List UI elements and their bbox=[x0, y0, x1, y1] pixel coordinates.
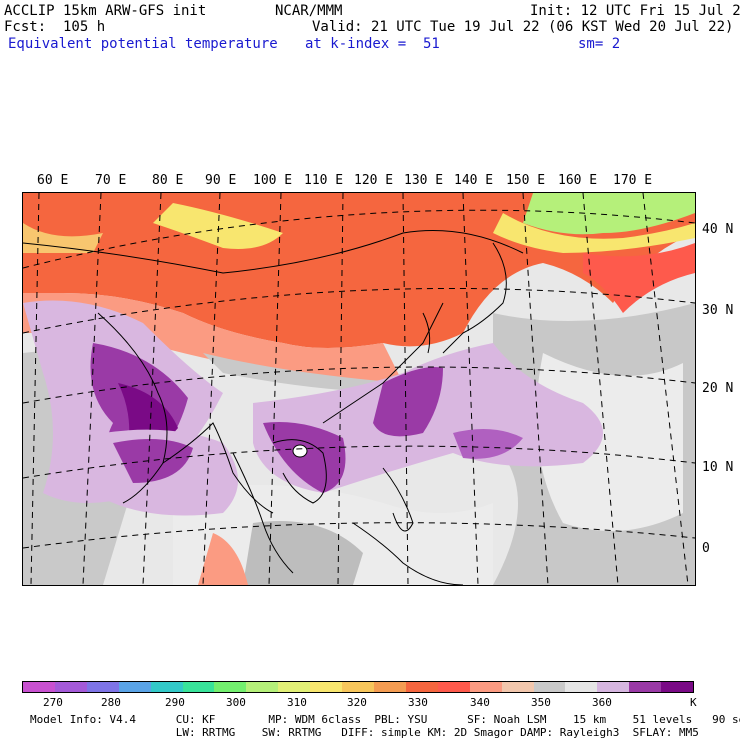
china-coast bbox=[322, 302, 444, 424]
org-label: NCAR/MMM bbox=[275, 3, 343, 19]
colorbar-tick-label: 290 bbox=[165, 696, 185, 709]
colorbar-tick-label: 360 bbox=[592, 696, 612, 709]
field-name: Equivalent potential temperature bbox=[8, 36, 278, 52]
malay-coast bbox=[232, 452, 294, 574]
lon-label: 130 E bbox=[404, 173, 444, 188]
green-region-ne bbox=[523, 193, 695, 235]
lat-label: 0 bbox=[702, 541, 710, 556]
colorbar-swatch bbox=[469, 682, 502, 692]
colorbar-swatch bbox=[437, 682, 470, 692]
colorbar bbox=[22, 681, 694, 693]
level-label: at k-index = 51 bbox=[305, 36, 440, 52]
lat-label: 40 N bbox=[702, 222, 734, 237]
lat-label: 30 N bbox=[702, 303, 734, 318]
lon-label: 170 E bbox=[613, 173, 653, 188]
colorbar-tick-label: 320 bbox=[347, 696, 367, 709]
smoothing-label: sm= 2 bbox=[578, 36, 621, 52]
colorbar-swatch bbox=[86, 682, 119, 692]
lat-label: 10 N bbox=[702, 460, 734, 475]
lat-label: 20 N bbox=[702, 381, 734, 396]
red-band-japan bbox=[583, 243, 695, 313]
lon-label: 140 E bbox=[454, 173, 494, 188]
colorbar-swatch bbox=[23, 682, 55, 692]
lon-label: 100 E bbox=[253, 173, 293, 188]
colorbar-swatch bbox=[373, 682, 406, 692]
japan-coast bbox=[442, 242, 507, 354]
purple-region-bay bbox=[113, 439, 193, 483]
colorbar-swatch bbox=[182, 682, 215, 692]
colorbar-tick-label: 310 bbox=[287, 696, 307, 709]
india-coast bbox=[97, 312, 168, 504]
salmon-region-south bbox=[198, 533, 248, 585]
lightgray-region-east bbox=[536, 353, 683, 531]
colorbar-swatch bbox=[629, 682, 662, 692]
darkgray-region-south bbox=[243, 521, 363, 585]
coastlines bbox=[23, 230, 524, 585]
purple-region-indochina bbox=[263, 422, 346, 493]
borneo-coast bbox=[352, 522, 464, 585]
yellow-region-ne bbox=[493, 213, 695, 253]
lon-label: 80 E bbox=[152, 173, 184, 188]
colorbar-swatch bbox=[118, 682, 151, 692]
purple-region-philsea bbox=[373, 367, 443, 437]
colorbar-swatch bbox=[405, 682, 438, 692]
gray-band-north bbox=[203, 353, 413, 393]
colorbar-tick-label: 300 bbox=[226, 696, 246, 709]
colorbar-unit-label: K bbox=[690, 696, 697, 709]
purple-region-pacific bbox=[453, 429, 523, 459]
map-panel[interactable] bbox=[22, 192, 696, 586]
korea-coast bbox=[422, 312, 431, 354]
colorbar-swatch bbox=[150, 682, 183, 692]
lon-label: 160 E bbox=[558, 173, 598, 188]
colorbar-swatch bbox=[54, 682, 87, 692]
colorbar-tick-label: 350 bbox=[531, 696, 551, 709]
colorbar-tick-label: 340 bbox=[470, 696, 490, 709]
colorbar-swatch bbox=[501, 682, 534, 692]
init-time: Init: 12 UTC Fri 15 Jul 22 bbox=[530, 3, 740, 19]
colorbar-swatch bbox=[310, 682, 343, 692]
map-canvas bbox=[23, 193, 695, 585]
physics-info-line: LW: RRTMG SW: RRTMG DIFF: simple KM: 2D … bbox=[30, 726, 699, 739]
bay-coast bbox=[162, 422, 274, 514]
colorbar-tick-label: 280 bbox=[101, 696, 121, 709]
colorbar-swatch bbox=[342, 682, 374, 692]
colorbar-swatch bbox=[214, 682, 247, 692]
philippines-coast bbox=[382, 467, 414, 532]
forecast-hour: Fcst: 105 h bbox=[4, 19, 106, 35]
indochina-coast bbox=[272, 439, 327, 504]
north-border bbox=[23, 230, 524, 274]
lon-label: 90 E bbox=[205, 173, 237, 188]
colorbar-swatch bbox=[565, 682, 598, 692]
lon-label: 70 E bbox=[95, 173, 127, 188]
colorbar-swatch bbox=[278, 682, 311, 692]
lon-label: 60 E bbox=[37, 173, 69, 188]
colorbar-swatch bbox=[597, 682, 630, 692]
colorbar-swatch bbox=[533, 682, 566, 692]
lon-label: 150 E bbox=[506, 173, 546, 188]
model-title: ACCLIP 15km ARW-GFS init bbox=[4, 3, 207, 19]
lon-label: 120 E bbox=[354, 173, 394, 188]
colorbar-tick-label: 270 bbox=[43, 696, 63, 709]
colorbar-tick-label: 330 bbox=[408, 696, 428, 709]
colorbar-swatch bbox=[661, 682, 694, 692]
colorbar-swatch bbox=[246, 682, 279, 692]
valid-time: Valid: 21 UTC Tue 19 Jul 22 (06 KST Wed … bbox=[312, 19, 734, 35]
lon-label: 110 E bbox=[304, 173, 344, 188]
model-info-line: Model Info: V4.4 CU: KF MP: WDM 6class P… bbox=[30, 713, 740, 726]
tonle-sap-lake bbox=[292, 444, 308, 458]
yellow-region-north bbox=[153, 203, 283, 249]
